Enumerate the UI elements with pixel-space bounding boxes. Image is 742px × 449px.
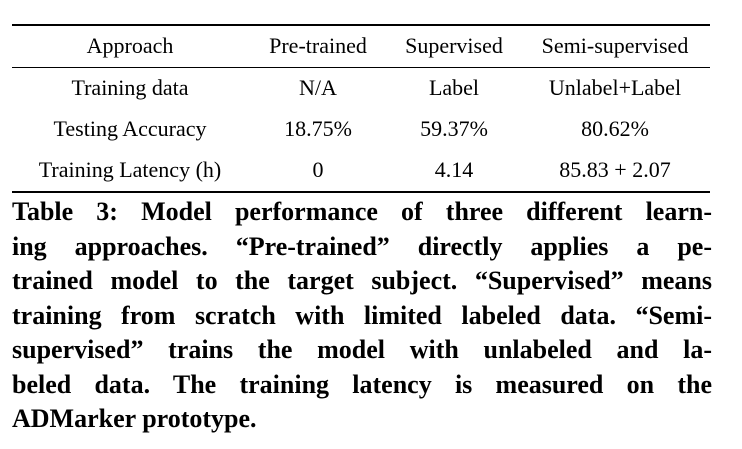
table-header-rule — [12, 66, 710, 68]
header-semi-supervised: Semi-supervised — [541, 33, 689, 59]
caption-line: beled data. The training latency is meas… — [12, 369, 712, 399]
table-cell: 85.83 + 2.07 — [559, 157, 671, 183]
table-cell: 4.14 — [434, 157, 474, 183]
caption-line: supervised” trains the model with unlabe… — [12, 335, 712, 364]
table-bottom-rule — [12, 190, 710, 193]
caption-line: trained model to the target subject. “Su… — [12, 266, 712, 295]
results-table: Approach Pre-trained Supervised Semi-sup… — [12, 24, 710, 193]
table-cell: Label — [428, 75, 480, 101]
table-top-rule — [12, 24, 710, 26]
caption-line: Table 3: Model performance of three diff… — [12, 197, 712, 226]
table-row: Training data N/A Label Unlabel+Label — [12, 68, 710, 109]
table-cell: 0 — [312, 157, 324, 183]
table-header-row: Approach Pre-trained Supervised Semi-sup… — [12, 26, 710, 67]
caption-line: ing approaches. “Pre-trained” directly a… — [12, 231, 712, 261]
table-cell: 59.37% — [420, 116, 488, 142]
table-row: Training Latency (h) 0 4.14 85.83 + 2.07 — [12, 150, 710, 191]
caption-line: training from scratch with limited label… — [12, 300, 712, 330]
row-label: Training Latency (h) — [38, 157, 222, 183]
header-approach: Approach — [86, 33, 174, 59]
caption-line: ADMarker prototype. — [12, 404, 257, 433]
table-cell: Unlabel+Label — [548, 75, 682, 101]
table-cell: N/A — [299, 75, 337, 101]
header-supervised: Supervised — [405, 33, 503, 59]
row-label: Training data — [71, 75, 189, 101]
table-caption: Table 3: Model performance of three diff… — [12, 195, 712, 437]
row-label: Testing Accuracy — [53, 116, 207, 142]
header-pre-trained: Pre-trained — [269, 33, 367, 59]
table-row: Testing Accuracy 18.75% 59.37% 80.62% — [12, 109, 710, 150]
table-cell: 18.75% — [284, 116, 352, 142]
table-cell: 80.62% — [581, 116, 649, 142]
